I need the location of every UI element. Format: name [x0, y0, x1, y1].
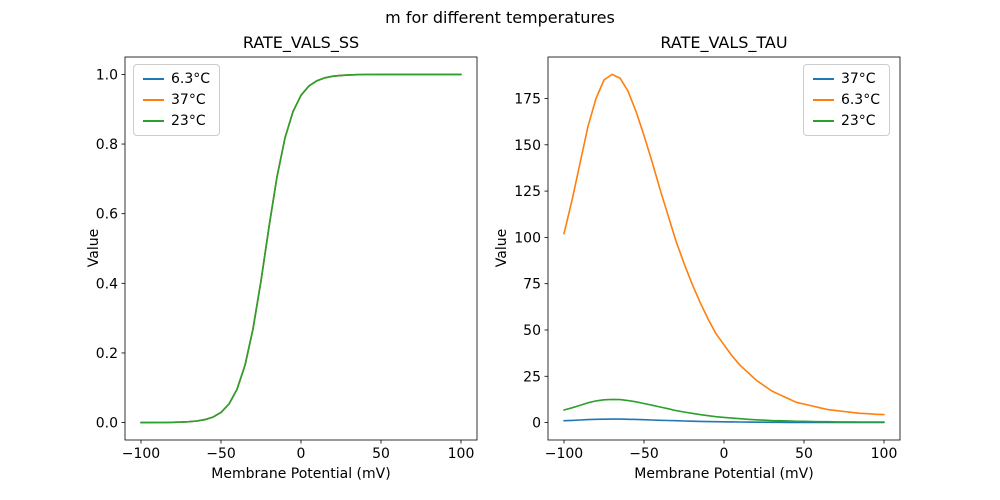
legend-item: 37°C: [812, 71, 880, 87]
legend-label: 6.3°C: [840, 92, 880, 108]
legend-label: 6.3°C: [171, 71, 211, 87]
legend-label: 37°C: [171, 92, 206, 108]
y-tick-label: 0.2: [96, 346, 118, 362]
series-line: [140, 73, 462, 424]
legend-item: 6.3°C: [812, 92, 880, 108]
legend-item: 23°C: [812, 113, 880, 129]
legend-label: 23°C: [171, 113, 206, 129]
legend-line-swatch: [812, 120, 834, 122]
y-tick-label: 0: [532, 416, 541, 432]
x-tick-label: 100: [871, 446, 898, 462]
axes-frame: [124, 56, 478, 441]
series-line: [563, 73, 885, 416]
y-tick-label: 75: [523, 277, 541, 293]
x-axis-label-ss: Membrane Potential (mV): [211, 466, 391, 482]
y-tick-label: 125: [514, 184, 541, 200]
legend-line-swatch: [143, 78, 164, 80]
x-tick-label: −100: [122, 446, 160, 462]
x-tick-label: 0: [720, 446, 729, 462]
y-axis-label-tau: Value: [494, 228, 510, 268]
y-tick-label: 0.8: [96, 137, 118, 153]
y-tick-label: 1.0: [96, 67, 118, 83]
series-line: [563, 398, 885, 423]
y-tick-label: 50: [523, 323, 541, 339]
x-tick-label: 50: [372, 446, 390, 462]
subplot-title-tau: RATE_VALS_TAU: [660, 33, 788, 52]
legend-line-swatch: [812, 99, 834, 101]
legend-line-swatch: [143, 120, 164, 122]
x-tick-label: −100: [545, 446, 583, 462]
x-tick-label: 0: [297, 446, 306, 462]
x-tick-label: 50: [795, 446, 813, 462]
legend-label: 23°C: [840, 113, 876, 129]
x-tick-label: 100: [448, 446, 475, 462]
y-tick-label: 0.6: [96, 207, 118, 223]
subplot-title-ss: RATE_VALS_SS: [242, 33, 360, 52]
legend-item: 37°C: [143, 92, 210, 108]
legend-item: 23°C: [143, 113, 210, 129]
axes-frame: [547, 56, 901, 441]
legend-tau: 37°C 6.3°C 23°C: [802, 64, 890, 136]
figure-title: m for different temperatures: [385, 8, 615, 27]
y-tick-label: 0.0: [96, 416, 118, 432]
x-tick-label: −50: [206, 446, 236, 462]
x-axis-label-tau: Membrane Potential (mV): [634, 466, 814, 482]
y-tick-label: 25: [523, 369, 541, 385]
legend-item: 6.3°C: [143, 71, 210, 87]
y-tick-label: 175: [514, 91, 541, 107]
subplot-tau: −100 −50 0 50 100 0 25 50 75 100 125 150 175: [514, 56, 901, 462]
subplot-ss: −100 −50 0 50 100 0.0 0.2 0.4 0.6 0.8 1.0: [96, 56, 478, 462]
legend-ss: 6.3°C 37°C 23°C: [133, 64, 221, 136]
y-tick-label: 100: [514, 230, 541, 246]
legend-line-swatch: [143, 99, 164, 101]
y-tick-label: 0.4: [96, 276, 118, 292]
y-tick-label: 150: [514, 138, 541, 154]
x-tick-label: −50: [629, 446, 659, 462]
y-axis-label-ss: Value: [86, 228, 102, 268]
legend-line-swatch: [812, 78, 834, 80]
legend-label: 37°C: [840, 71, 876, 87]
